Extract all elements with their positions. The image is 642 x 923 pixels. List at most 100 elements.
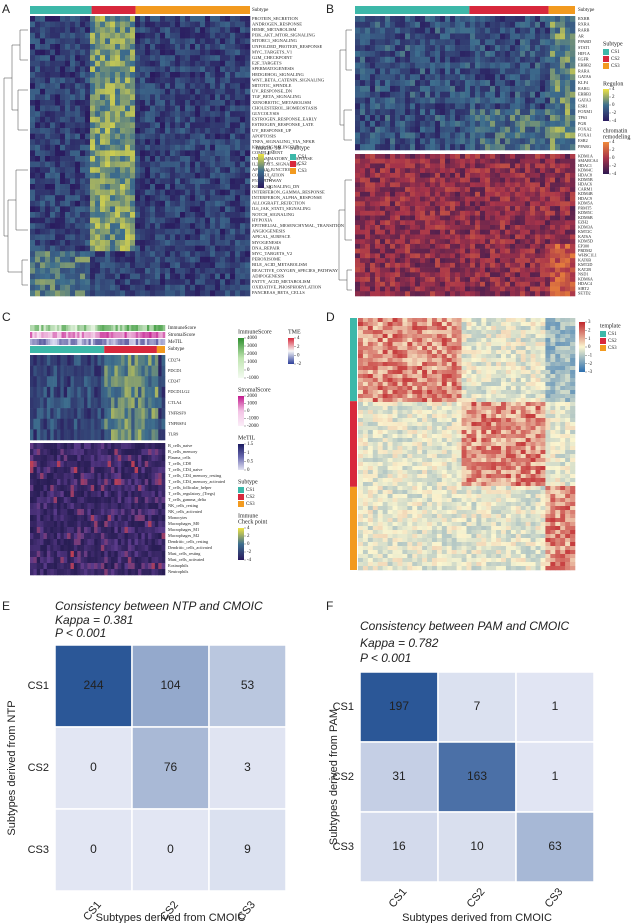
heatmap-cell <box>150 256 156 263</box>
heatmap-cell <box>115 200 121 207</box>
heatmap-cell <box>165 172 171 179</box>
heatmap-cell <box>140 195 146 202</box>
heatmap-cell <box>45 21 51 28</box>
heatmap-cell <box>120 290 126 297</box>
heatmap-cell <box>50 66 56 73</box>
heatmap-cell <box>570 225 576 231</box>
heatmap-cell <box>55 21 61 28</box>
heatmap-cell <box>500 138 506 145</box>
heatmap-cell <box>500 62 506 69</box>
heatmap-cell <box>45 38 51 45</box>
heatmap-cell <box>35 284 41 291</box>
heatmap-cell <box>530 33 536 40</box>
heatmap-cell <box>525 253 531 259</box>
heatmap-cell <box>420 187 426 193</box>
heatmap-cell <box>385 91 391 98</box>
heatmap-cell <box>460 144 466 151</box>
heatmap-cell <box>45 83 51 90</box>
heatmap-cell <box>35 223 41 230</box>
heatmap-cell <box>40 284 46 291</box>
heatmap-cell <box>500 154 506 160</box>
heatmap-cell <box>495 201 501 207</box>
heatmap-cell <box>115 240 121 246</box>
heatmap-cell <box>555 91 561 98</box>
heatmap-cell <box>390 109 396 116</box>
track-cell <box>50 332 53 338</box>
heatmap-cell <box>365 138 371 145</box>
heatmap-cell <box>240 38 246 45</box>
heatmap-cell <box>500 258 506 264</box>
heatmap-cell <box>370 253 376 259</box>
heatmap-cell <box>485 45 491 52</box>
heatmap-cell <box>455 33 461 40</box>
heatmap-cell <box>155 156 161 162</box>
heatmap-cell <box>210 290 216 297</box>
heatmap-cell <box>360 138 366 145</box>
heatmap-cell <box>190 16 196 22</box>
heatmap-cell <box>205 49 211 56</box>
heatmap-cell <box>230 279 236 286</box>
heatmap-cell <box>400 45 406 52</box>
heatmap-cell <box>225 206 231 213</box>
heatmap-cell <box>60 262 66 269</box>
heatmap-cell <box>555 126 561 133</box>
heatmap-cell <box>200 116 206 123</box>
heatmap-cell <box>130 66 136 73</box>
heatmap-cell <box>520 286 526 292</box>
heatmap-cell <box>180 178 186 185</box>
heatmap-cell <box>125 100 131 106</box>
heatmap-cell <box>100 116 106 123</box>
heatmap-cell <box>145 49 151 56</box>
heatmap-cell <box>230 217 236 224</box>
heatmap-cell <box>390 154 396 160</box>
heatmap-cell <box>60 111 66 118</box>
heatmap-cell <box>145 88 151 95</box>
heatmap-cell <box>420 109 426 116</box>
heatmap-cell <box>55 32 61 39</box>
heatmap-cell <box>55 245 61 252</box>
heatmap-cell <box>30 77 36 84</box>
track-cell <box>36 332 40 338</box>
heatmap-cell <box>215 172 221 179</box>
heatmap-cell <box>490 291 496 297</box>
heatmap-cell <box>520 74 526 81</box>
heatmap-cell <box>425 206 431 212</box>
heatmap-cell <box>570 229 576 235</box>
heatmap-cell <box>95 122 101 129</box>
heatmap-cell <box>470 85 476 93</box>
heatmap-cell <box>75 133 81 140</box>
heatmap-cell <box>485 68 491 75</box>
heatmap-cell <box>70 189 76 196</box>
track-cell <box>129 332 132 338</box>
heatmap-cell <box>445 225 451 231</box>
track-cell <box>156 332 159 338</box>
heatmap-cell <box>500 103 506 110</box>
heatmap-cell <box>245 111 251 118</box>
heatmap-cell <box>470 21 476 28</box>
heatmap-cell <box>415 248 421 254</box>
heatmap-cell <box>425 220 431 226</box>
heatmap-cell <box>385 97 391 104</box>
heatmap-cell <box>120 105 126 112</box>
heatmap-cell <box>190 55 196 62</box>
heatmap-cell <box>400 91 406 98</box>
heatmap-cell <box>355 33 361 40</box>
heatmap-cell <box>185 290 191 297</box>
heatmap-cell <box>240 77 246 84</box>
heatmap-cell <box>410 68 416 75</box>
heatmap-cell <box>530 132 536 139</box>
heatmap-cell <box>425 91 431 98</box>
heatmap-cell <box>165 228 171 235</box>
heatmap-cell <box>245 256 251 263</box>
heatmap-cell <box>90 365 95 377</box>
heatmap-cell <box>110 290 116 297</box>
heatmap-cell <box>485 33 491 40</box>
heatmap-cell <box>380 56 386 63</box>
heatmap-cell <box>145 290 151 297</box>
heatmap-cell <box>395 39 401 46</box>
heatmap-cell <box>440 229 446 235</box>
heatmap-cell <box>530 177 536 183</box>
heatmap-cell <box>470 239 476 245</box>
heatmap-cell <box>500 115 506 122</box>
heatmap-cell <box>370 80 376 87</box>
